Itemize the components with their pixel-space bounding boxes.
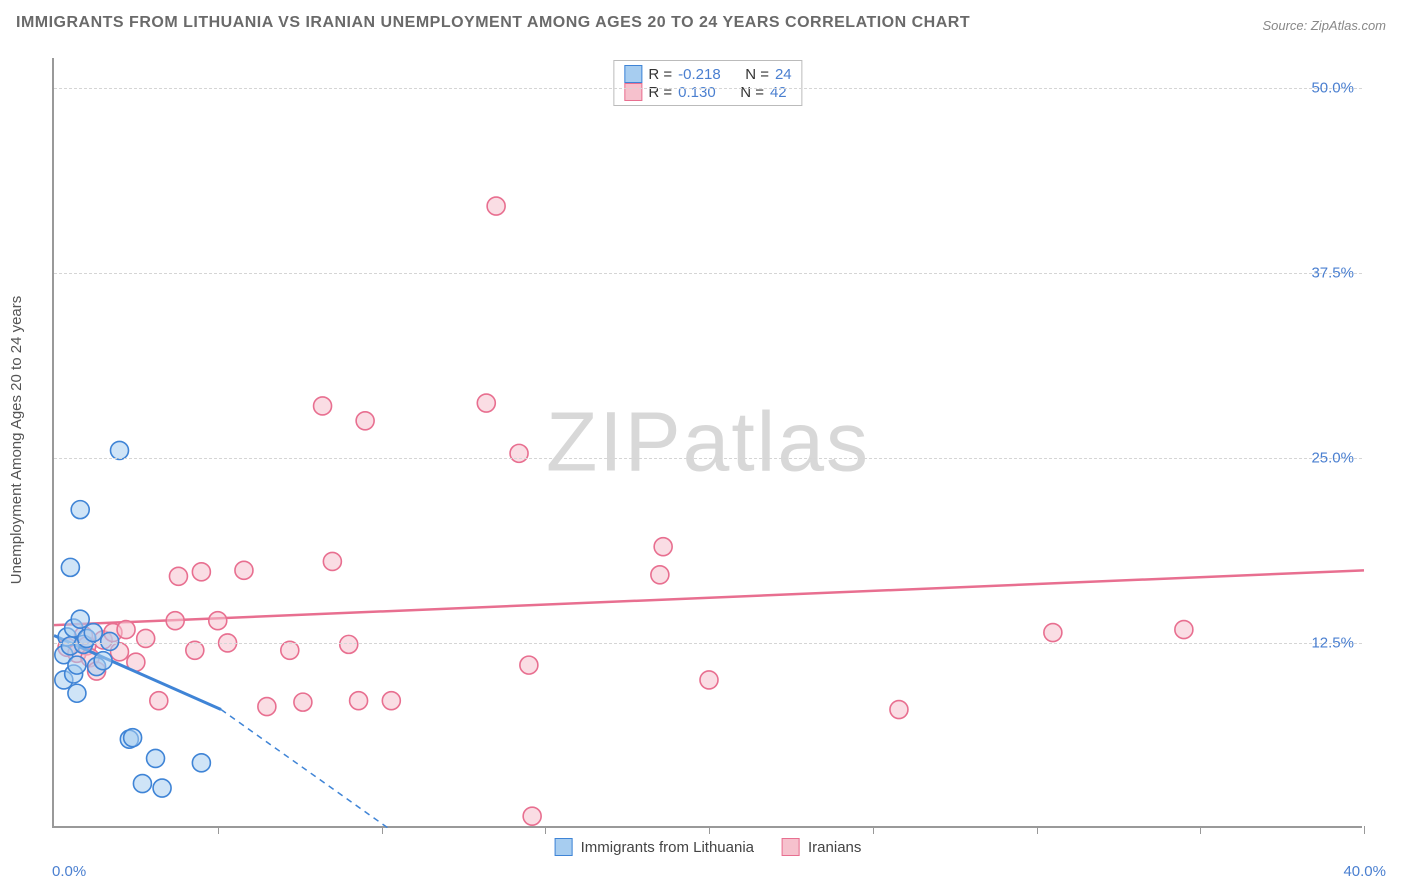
data-point <box>1044 624 1062 642</box>
source-attribution: Source: ZipAtlas.com <box>1262 18 1386 33</box>
y-tick-label: 12.5% <box>1311 634 1354 651</box>
y-axis-label: Unemployment Among Ages 20 to 24 years <box>8 296 25 585</box>
data-point <box>84 624 102 642</box>
x-axis-max-label: 40.0% <box>1343 863 1386 880</box>
gridline <box>54 273 1362 274</box>
x-tick-mark <box>1364 826 1365 834</box>
data-point <box>323 552 341 570</box>
data-point <box>258 698 276 716</box>
data-point <box>192 563 210 581</box>
legend-item-lithuania: Immigrants from Lithuania <box>555 838 754 856</box>
data-point <box>166 612 184 630</box>
data-point <box>382 692 400 710</box>
data-point <box>94 652 112 670</box>
scatter-svg <box>54 58 1362 826</box>
x-axis-min-label: 0.0% <box>52 863 86 880</box>
data-point <box>133 775 151 793</box>
swatch-lithuania-icon <box>555 838 573 856</box>
data-point <box>654 538 672 556</box>
x-tick-mark <box>709 826 710 834</box>
data-point <box>651 566 669 584</box>
data-point <box>150 692 168 710</box>
gridline <box>54 643 1362 644</box>
x-tick-mark <box>873 826 874 834</box>
plot-area: ZIPatlas R = -0.218 N = 24 R = 0.130 N =… <box>52 58 1362 828</box>
data-point <box>192 754 210 772</box>
data-point <box>111 441 129 459</box>
data-point <box>477 394 495 412</box>
swatch-iranians-icon <box>782 838 800 856</box>
gridline <box>54 88 1362 89</box>
data-point <box>117 621 135 639</box>
x-tick-mark <box>1037 826 1038 834</box>
data-point <box>61 558 79 576</box>
data-point <box>209 612 227 630</box>
legend-item-iranians: Iranians <box>782 838 861 856</box>
data-point <box>281 641 299 659</box>
y-tick-label: 37.5% <box>1311 264 1354 281</box>
data-point <box>68 684 86 702</box>
data-point <box>890 701 908 719</box>
data-point <box>169 567 187 585</box>
data-point <box>186 641 204 659</box>
data-point <box>71 501 89 519</box>
data-point <box>153 779 171 797</box>
data-point <box>1175 621 1193 639</box>
legend-series: Immigrants from Lithuania Iranians <box>555 838 862 856</box>
x-tick-mark <box>1200 826 1201 834</box>
y-tick-label: 50.0% <box>1311 79 1354 96</box>
data-point <box>68 656 86 674</box>
data-point <box>101 632 119 650</box>
gridline <box>54 458 1362 459</box>
data-point <box>350 692 368 710</box>
trend-line <box>54 570 1364 625</box>
x-tick-mark <box>545 826 546 834</box>
data-point <box>356 412 374 430</box>
data-point <box>510 444 528 462</box>
trend-line-extrapolated <box>221 710 388 828</box>
y-tick-label: 25.0% <box>1311 449 1354 466</box>
x-tick-mark <box>218 826 219 834</box>
data-point <box>124 729 142 747</box>
data-point <box>523 807 541 825</box>
data-point <box>314 397 332 415</box>
chart-title: IMMIGRANTS FROM LITHUANIA VS IRANIAN UNE… <box>16 14 970 32</box>
data-point <box>137 629 155 647</box>
data-point <box>235 561 253 579</box>
x-tick-mark <box>382 826 383 834</box>
data-point <box>147 749 165 767</box>
data-point <box>340 635 358 653</box>
data-point <box>700 671 718 689</box>
data-point <box>294 693 312 711</box>
data-point <box>487 197 505 215</box>
data-point <box>520 656 538 674</box>
